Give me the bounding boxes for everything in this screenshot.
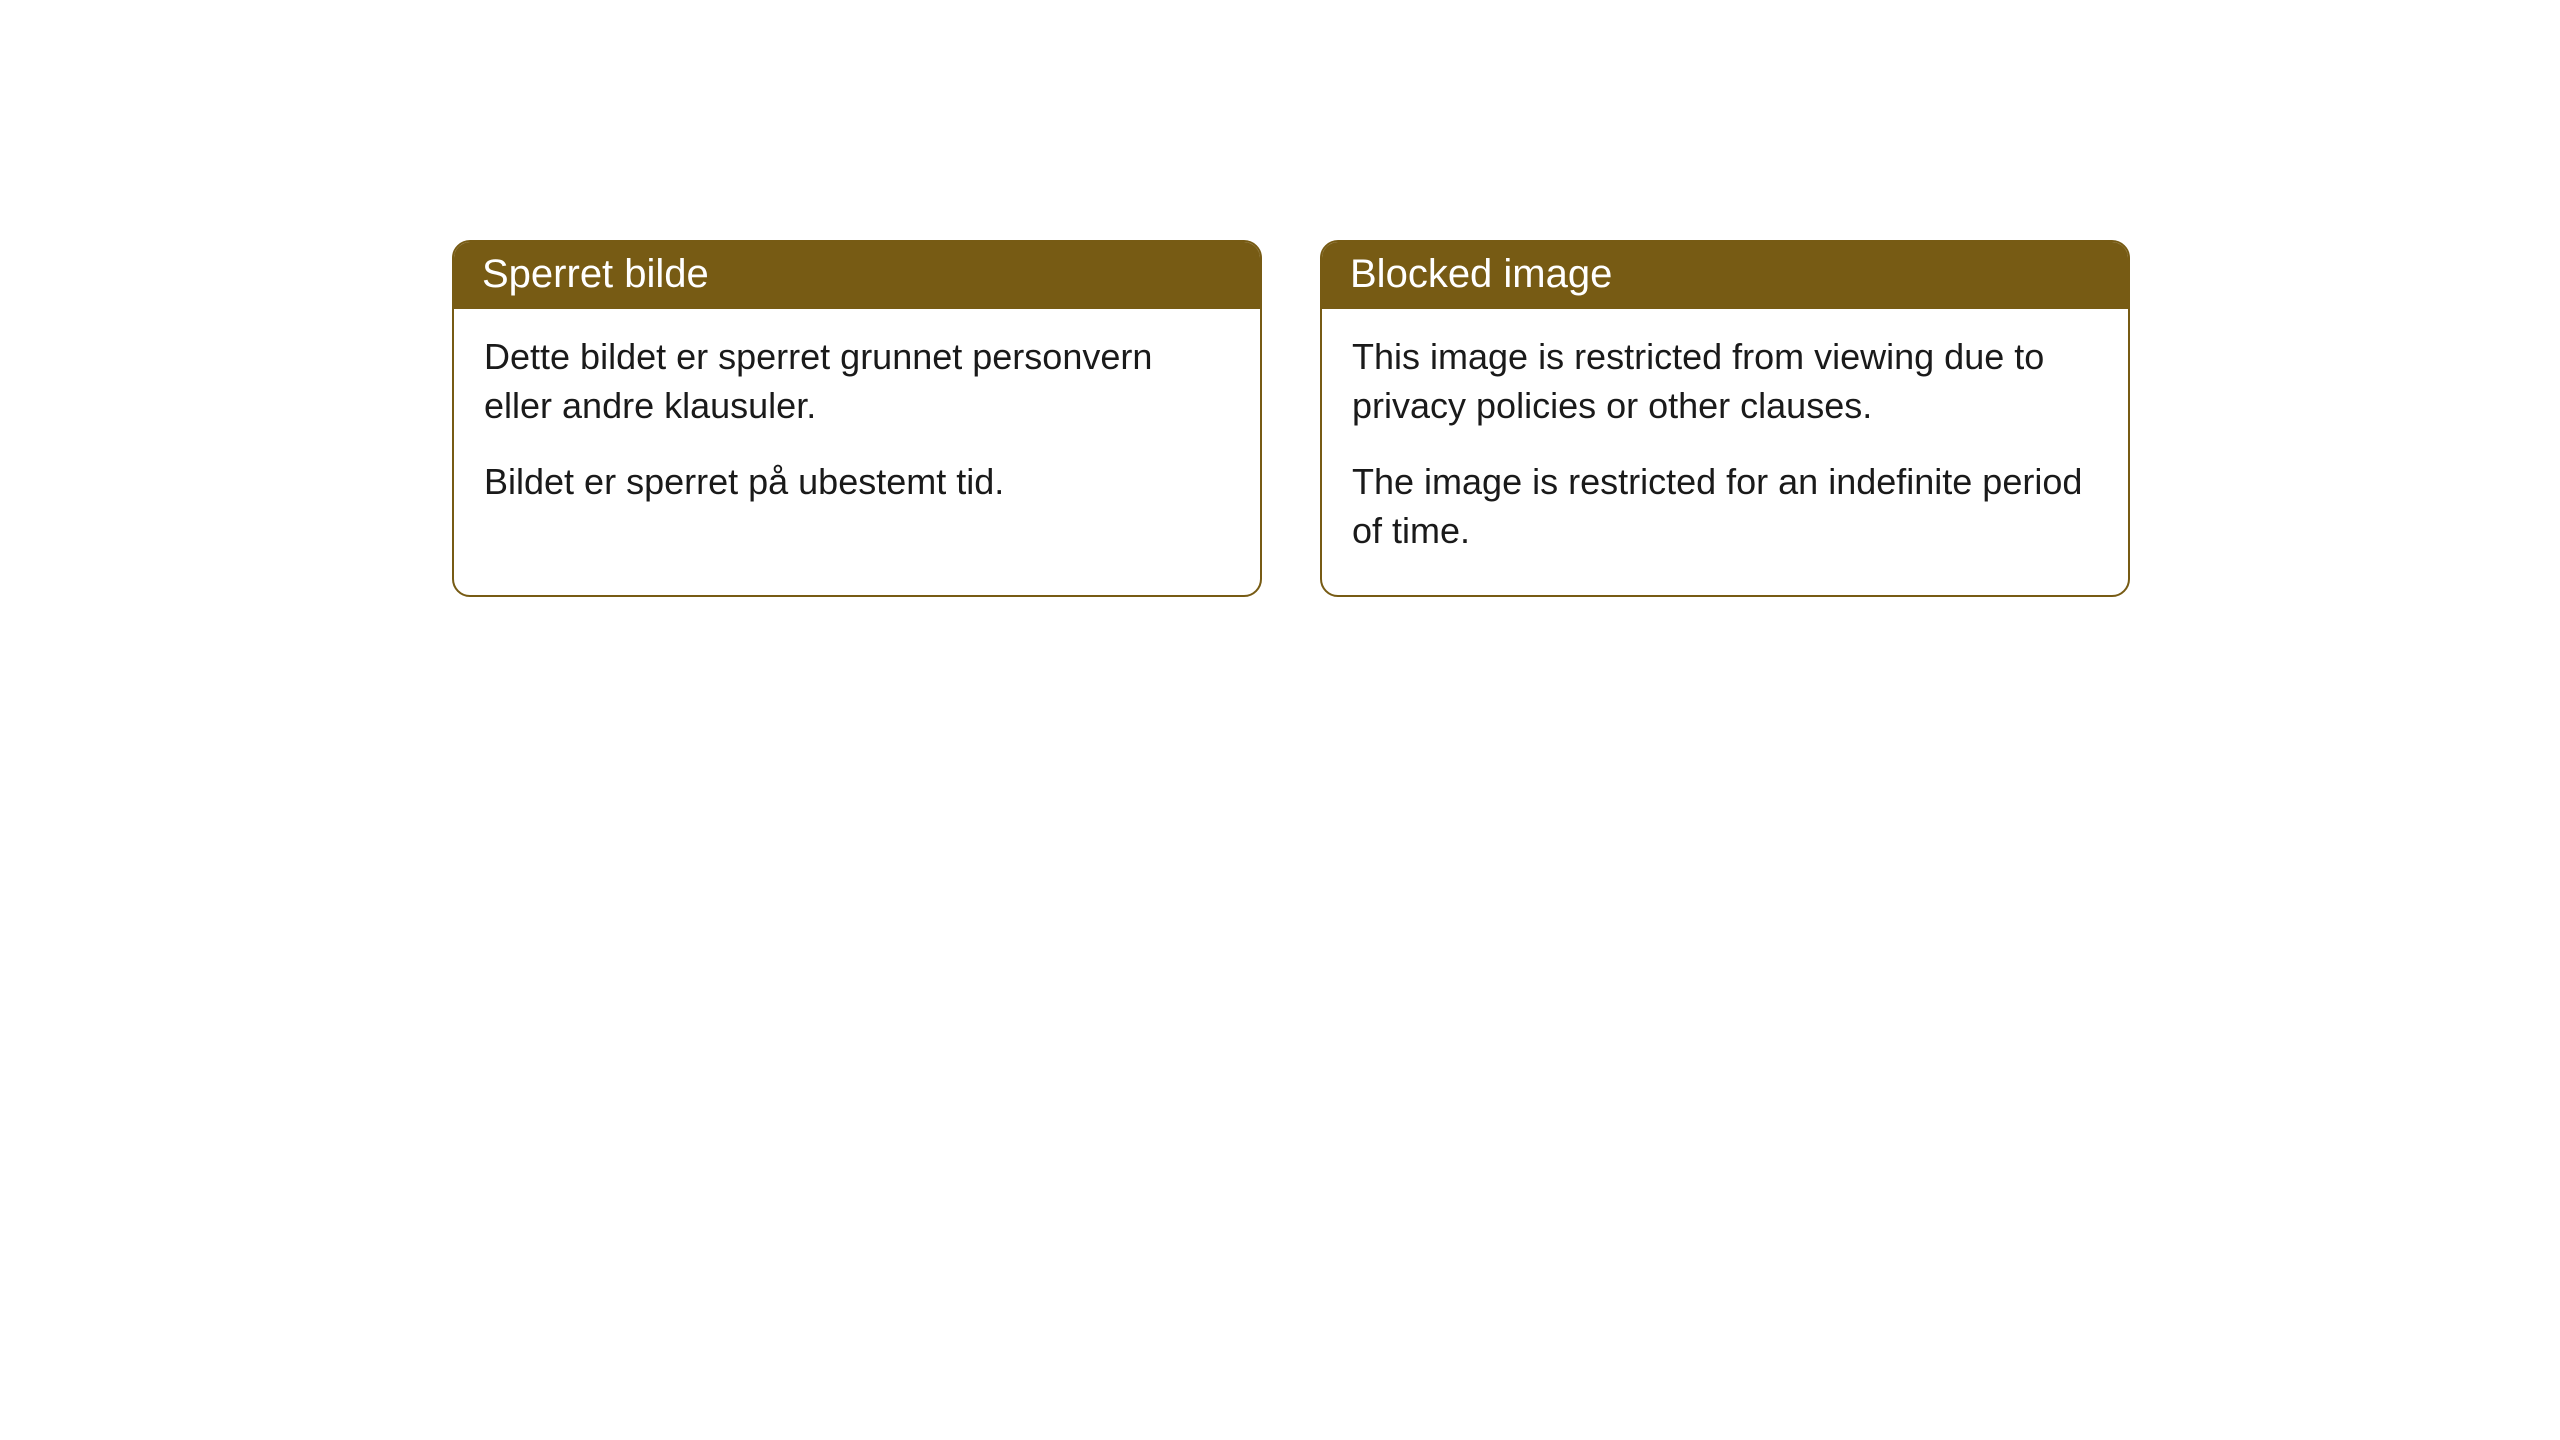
- card-header: Blocked image: [1322, 242, 2128, 309]
- card-body: This image is restricted from viewing du…: [1322, 309, 2128, 595]
- card-title: Blocked image: [1350, 252, 1612, 296]
- card-paragraph: Dette bildet er sperret grunnet personve…: [484, 333, 1230, 430]
- card-english: Blocked image This image is restricted f…: [1320, 240, 2130, 597]
- card-body: Dette bildet er sperret grunnet personve…: [454, 309, 1260, 547]
- card-header: Sperret bilde: [454, 242, 1260, 309]
- card-title: Sperret bilde: [482, 252, 709, 296]
- card-paragraph: The image is restricted for an indefinit…: [1352, 458, 2098, 555]
- card-paragraph: Bildet er sperret på ubestemt tid.: [484, 458, 1230, 507]
- card-norwegian: Sperret bilde Dette bildet er sperret gr…: [452, 240, 1262, 597]
- card-paragraph: This image is restricted from viewing du…: [1352, 333, 2098, 430]
- cards-container: Sperret bilde Dette bildet er sperret gr…: [452, 240, 2130, 597]
